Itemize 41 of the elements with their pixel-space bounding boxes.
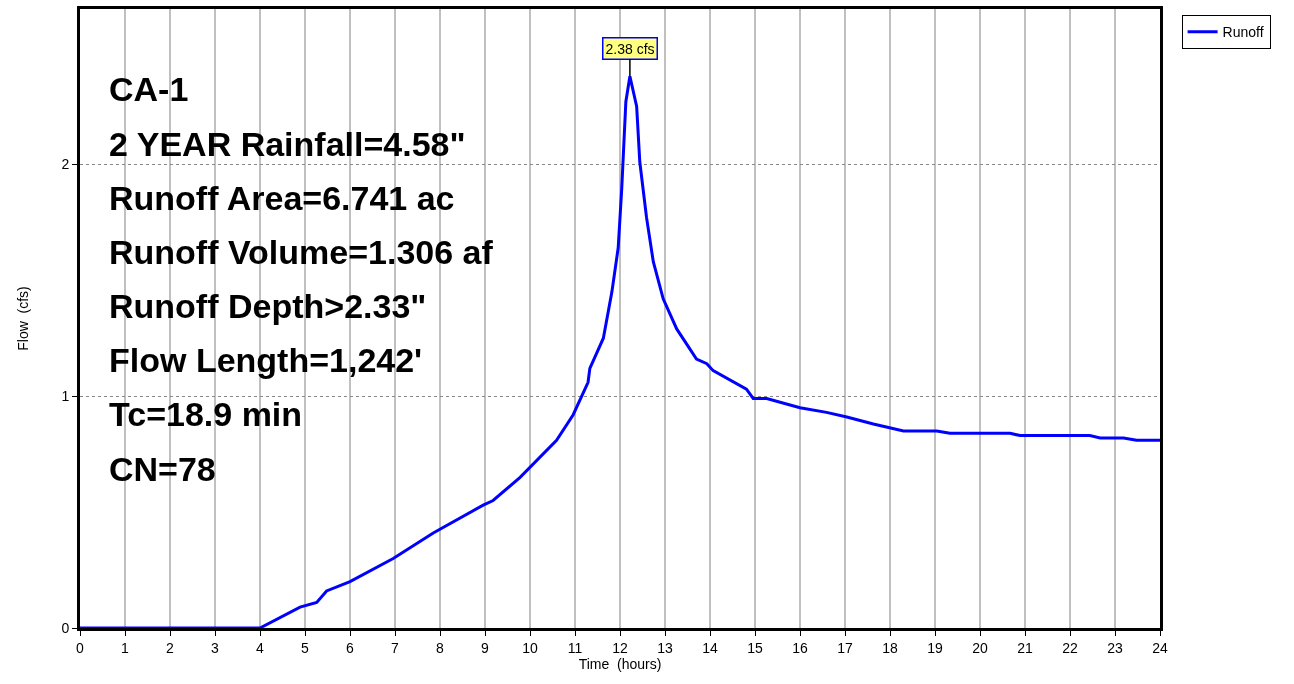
y-tick-label: 1 xyxy=(61,388,70,405)
x-tick-label: 20 xyxy=(972,639,988,656)
annotation: 2 YEAR Rainfall=4.58" xyxy=(109,125,466,163)
annotation: Runoff Volume=1.306 af xyxy=(109,233,494,271)
x-axis-title: Time (hours) xyxy=(578,655,662,672)
x-tick-label: 5 xyxy=(301,639,310,656)
x-tick-label: 1 xyxy=(121,639,130,656)
x-tick-label: 8 xyxy=(436,639,445,656)
x-tick-label: 12 xyxy=(612,639,628,656)
x-tick-label: 13 xyxy=(657,639,673,656)
y-tick-label: 0 xyxy=(61,619,70,636)
x-tick-label: 22 xyxy=(1062,639,1078,656)
x-tick-label: 15 xyxy=(747,639,763,656)
x-tick-label: 11 xyxy=(567,639,583,656)
x-tick-label: 4 xyxy=(256,639,265,656)
x-tick-label: 16 xyxy=(792,639,808,656)
annotation: Tc=18.9 min xyxy=(109,395,303,433)
y-tick-label: 2 xyxy=(61,156,70,173)
annotation: Runoff Depth>2.33" xyxy=(109,287,427,325)
x-tick-label: 9 xyxy=(481,639,490,656)
annotation: Flow Length=1,242' xyxy=(109,341,423,379)
annotation: Runoff Area=6.741 ac xyxy=(109,179,455,217)
x-tick-label: 7 xyxy=(391,639,400,656)
legend-label: Runoff xyxy=(1222,24,1264,41)
annotation: CN=78 xyxy=(109,450,216,488)
x-tick-label: 0 xyxy=(76,639,85,656)
x-tick-label: 3 xyxy=(211,639,220,656)
y-axis-title: Flow (cfs) xyxy=(15,286,31,351)
x-tick-label: 14 xyxy=(702,639,718,656)
x-tick-label: 10 xyxy=(522,639,538,656)
line-series xyxy=(80,74,1160,628)
x-tick-label: 24 xyxy=(1152,639,1168,656)
x-tick-label: 19 xyxy=(927,639,943,656)
x-tick-label: 21 xyxy=(1017,639,1033,656)
annotation: 2.38 cfs xyxy=(605,40,655,57)
x-tick-label: 6 xyxy=(346,639,355,656)
x-tick-label: 2 xyxy=(166,639,175,656)
annotation: CA-1 xyxy=(109,70,189,108)
x-tick-label: 17 xyxy=(837,639,853,656)
x-tick-label: 18 xyxy=(882,639,898,656)
x-tick-label: 23 xyxy=(1107,639,1123,656)
